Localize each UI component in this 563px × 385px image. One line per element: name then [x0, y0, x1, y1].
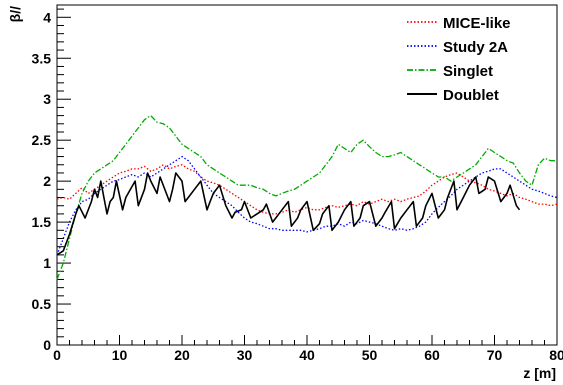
y-tick-label: 1: [43, 255, 51, 271]
legend-label: Doublet: [443, 87, 499, 104]
legend-label: Study 2A: [443, 39, 508, 56]
legend-label: MICE-like: [443, 15, 511, 32]
y-tick-label: 4: [43, 9, 51, 25]
x-axis-title: z [m]: [523, 365, 556, 381]
x-tick-label: 80: [549, 347, 563, 363]
y-tick-label: 3: [43, 91, 51, 107]
x-tick-label: 50: [362, 347, 378, 363]
series-line-singlet: [56, 114, 557, 280]
x-tick-label: 40: [299, 347, 315, 363]
y-tick-label: 0: [43, 337, 51, 353]
x-tick-label: 0: [53, 347, 61, 363]
x-tick-label: 10: [112, 347, 128, 363]
x-tick-label: 20: [174, 347, 190, 363]
y-tick-label: 2.5: [32, 132, 52, 148]
axis-ticks: [56, 8, 558, 346]
series-lines: [56, 114, 558, 280]
y-tick-label: 1.5: [32, 214, 52, 230]
series-line-doublet: [56, 172, 521, 256]
series-line-study-2a: [56, 155, 558, 256]
legend: MICE-like Study 2A Singlet Doublet: [407, 15, 511, 104]
series-line-mice-like: [56, 164, 558, 215]
x-tick-label: 70: [487, 347, 503, 363]
x-tick-label: 60: [424, 347, 440, 363]
y-tick-label: 0.5: [32, 296, 52, 312]
y-tick-label: 3.5: [32, 50, 52, 66]
y-axis-title: β//: [7, 6, 23, 22]
tick-labels: 0 10 20 30 40 50 60 70 80 0 0.5 1 1.5 2 2.5 3 3.5 4: [32, 9, 563, 363]
y-tick-label: 2: [43, 173, 51, 189]
x-tick-label: 30: [237, 347, 253, 363]
legend-label: Singlet: [443, 63, 493, 80]
